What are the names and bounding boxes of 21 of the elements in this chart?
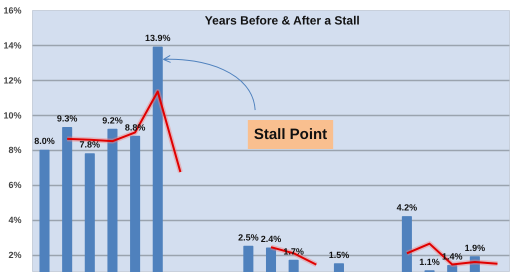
y-tick-label: 14%: [3, 40, 22, 50]
data-label: 1.1%: [419, 256, 440, 267]
y-tick-label: 12%: [3, 75, 22, 86]
data-label: 8.0%: [34, 136, 55, 146]
y-tick-label: 6%: [8, 180, 22, 190]
y-tick-label: 8%: [8, 145, 22, 156]
data-label: 9.2%: [102, 115, 123, 126]
data-label: 7.8%: [80, 140, 100, 150]
data-label: 2.5%: [238, 232, 259, 242]
y-tick-label: 4%: [8, 215, 22, 226]
data-label: 13.9%: [144, 33, 171, 44]
data-label: 1.5%: [328, 250, 350, 260]
annotation: Stall Point: [254, 126, 328, 143]
y-tick-label: 10%: [3, 110, 22, 120]
data-label: 2.4%: [260, 234, 282, 244]
data-label: 9.3%: [56, 114, 78, 124]
data-label: 4.2%: [396, 202, 418, 213]
y-tick-label: 2%: [8, 250, 22, 260]
data-label: 1.9%: [464, 242, 486, 253]
y-tick-label: 16%: [3, 6, 22, 16]
chart-title: Years Before & After a Stall: [204, 14, 360, 28]
